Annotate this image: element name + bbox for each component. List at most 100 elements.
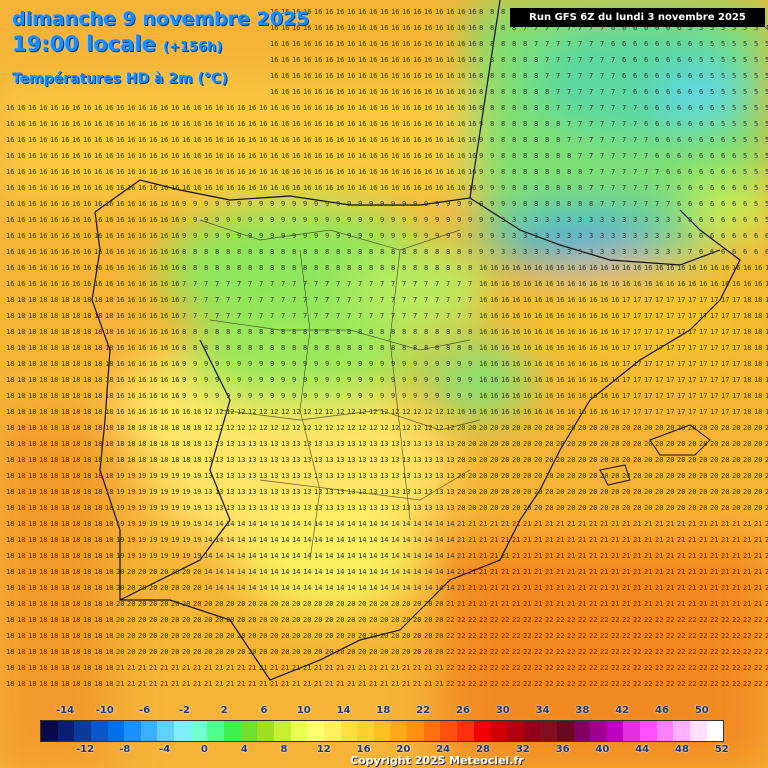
temperature-value: 16 bbox=[501, 360, 509, 368]
temperature-value: 7 bbox=[556, 24, 560, 32]
temperature-value: 8 bbox=[380, 248, 384, 256]
temperature-value: 20 bbox=[226, 648, 234, 656]
legend-swatch bbox=[656, 721, 674, 741]
temperature-value: 6 bbox=[699, 248, 703, 256]
temperature-value: 20 bbox=[138, 648, 146, 656]
temperature-value: 20 bbox=[732, 488, 740, 496]
temperature-value: 17 bbox=[633, 376, 641, 384]
temperature-value: 14 bbox=[303, 552, 311, 560]
temperature-value: 18 bbox=[72, 664, 80, 672]
temperature-value: 9 bbox=[226, 392, 230, 400]
temperature-value: 20 bbox=[754, 504, 762, 512]
temperature-value: 16 bbox=[138, 280, 146, 288]
temperature-value: 9 bbox=[292, 200, 296, 208]
temperature-value: 22 bbox=[743, 632, 751, 640]
temperature-value: 16 bbox=[237, 136, 245, 144]
temperature-value: 9 bbox=[347, 376, 351, 384]
legend-tick-top: -2 bbox=[179, 705, 190, 716]
temperature-value: 3 bbox=[677, 248, 681, 256]
temperature-value: 12 bbox=[435, 424, 443, 432]
temperature-value: 20 bbox=[237, 600, 245, 608]
temperature-value: 16 bbox=[270, 8, 278, 16]
temperature-value: 16 bbox=[578, 328, 586, 336]
temperature-value: 16 bbox=[732, 280, 740, 288]
temperature-value: 21 bbox=[534, 552, 542, 560]
temperature-value: 16 bbox=[127, 104, 135, 112]
temperature-value: 8 bbox=[204, 328, 208, 336]
temperature-value: 20 bbox=[622, 440, 630, 448]
temperature-value: 16 bbox=[39, 232, 47, 240]
temperature-value: 13 bbox=[369, 456, 377, 464]
temperature-value: 3 bbox=[655, 232, 659, 240]
temperature-value: 21 bbox=[611, 552, 619, 560]
temperature-value: 16 bbox=[622, 264, 630, 272]
temperature-value: 16 bbox=[369, 168, 377, 176]
temperature-value: 5 bbox=[721, 56, 725, 64]
temperature-value: 18 bbox=[61, 376, 69, 384]
temperature-value: 20 bbox=[490, 488, 498, 496]
temperature-value: 16 bbox=[61, 168, 69, 176]
temperature-value: 20 bbox=[490, 472, 498, 480]
temperature-value: 7 bbox=[644, 200, 648, 208]
temperature-value: 9 bbox=[391, 392, 395, 400]
temperature-value: 5 bbox=[765, 136, 768, 144]
temperature-value: 3 bbox=[567, 248, 571, 256]
temperature-value: 19 bbox=[160, 504, 168, 512]
temperature-value: 16 bbox=[28, 216, 36, 224]
temperature-value: 16 bbox=[600, 376, 608, 384]
temperature-value: 7 bbox=[622, 136, 626, 144]
temperature-value: 9 bbox=[259, 376, 263, 384]
temperature-value: 16 bbox=[171, 152, 179, 160]
time-label: 19:00 locale bbox=[12, 32, 156, 56]
temperature-value: 13 bbox=[336, 488, 344, 496]
temperature-value: 21 bbox=[215, 680, 223, 688]
temperature-value: 16 bbox=[28, 232, 36, 240]
temperature-value: 22 bbox=[534, 616, 542, 624]
temperature-value: 16 bbox=[413, 40, 421, 48]
temperature-value: 22 bbox=[512, 648, 520, 656]
temperature-value: 7 bbox=[545, 72, 549, 80]
temperature-value: 8 bbox=[215, 264, 219, 272]
temperature-value: 16 bbox=[468, 56, 476, 64]
legend-swatch bbox=[373, 721, 391, 741]
temperature-value: 14 bbox=[369, 520, 377, 528]
temperature-value: 20 bbox=[677, 488, 685, 496]
temperature-value: 9 bbox=[446, 360, 450, 368]
temperature-value: 16 bbox=[50, 232, 58, 240]
temperature-value: 20 bbox=[666, 504, 674, 512]
temperature-value: 7 bbox=[578, 88, 582, 96]
temperature-value: 16 bbox=[248, 136, 256, 144]
temperature-value: 16 bbox=[94, 248, 102, 256]
temperature-value: 8 bbox=[303, 264, 307, 272]
temperature-value: 16 bbox=[358, 152, 366, 160]
temperature-value: 20 bbox=[193, 584, 201, 592]
copyright: Copyright 2025 Meteociel.fr bbox=[350, 754, 524, 767]
temperature-value: 13 bbox=[303, 504, 311, 512]
temperature-value: 7 bbox=[446, 312, 450, 320]
temperature-value: 21 bbox=[677, 568, 685, 576]
temperature-value: 9 bbox=[292, 216, 296, 224]
temperature-value: 18 bbox=[50, 664, 58, 672]
temperature-value: 9 bbox=[226, 216, 230, 224]
temperature-value: 21 bbox=[292, 664, 300, 672]
temperature-value: 16 bbox=[259, 120, 267, 128]
temperature-value: 18 bbox=[6, 328, 14, 336]
temperature-value: 17 bbox=[721, 296, 729, 304]
temperature-value: 14 bbox=[446, 520, 454, 528]
temperature-value: 22 bbox=[710, 616, 718, 624]
temperature-value: 16 bbox=[281, 184, 289, 192]
temperature-value: 21 bbox=[765, 584, 768, 592]
temperature-value: 22 bbox=[567, 616, 575, 624]
temperature-value: 20 bbox=[248, 616, 256, 624]
temperature-value: 21 bbox=[512, 568, 520, 576]
temperature-value: 19 bbox=[193, 504, 201, 512]
temperature-value: 16 bbox=[402, 136, 410, 144]
temperature-value: 16 bbox=[611, 312, 619, 320]
temperature-value: 7 bbox=[336, 280, 340, 288]
temperature-value: 16 bbox=[512, 360, 520, 368]
temperature-value: 20 bbox=[457, 488, 465, 496]
temperature-value: 22 bbox=[721, 632, 729, 640]
temperature-value: 14 bbox=[391, 552, 399, 560]
temperature-value: 16 bbox=[127, 216, 135, 224]
temperature-value: 9 bbox=[479, 136, 483, 144]
